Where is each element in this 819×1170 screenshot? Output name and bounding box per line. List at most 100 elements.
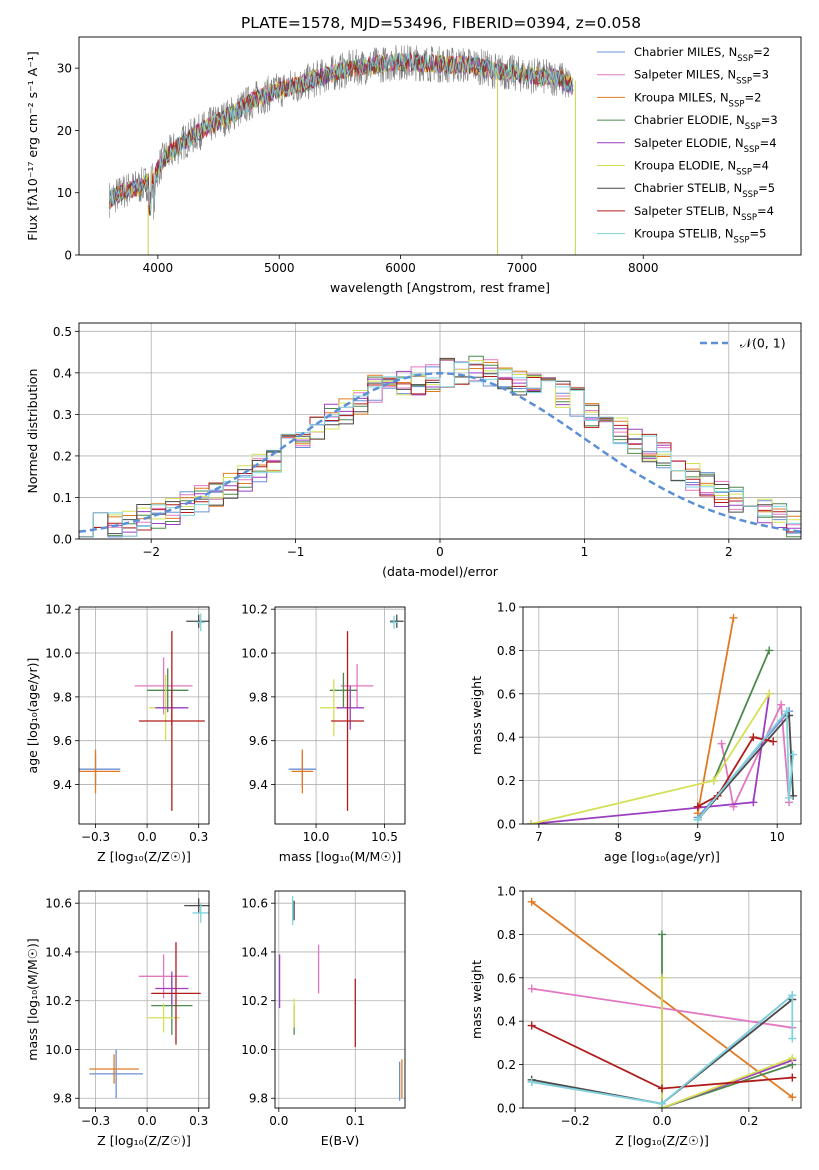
y-tick-label: 10.2 <box>241 994 268 1008</box>
y-tick-label: 0.0 <box>53 533 72 547</box>
error-bar-point <box>155 971 189 1006</box>
x-tick-label: −2 <box>142 545 160 559</box>
x-axis-label: wavelength [Angstrom, rest frame] <box>330 280 550 295</box>
legend-label: Kroupa ELODIE, NSSP=4 <box>634 159 769 178</box>
weight-marker <box>658 930 666 939</box>
legend-label: Kroupa MILES, NSSP=2 <box>634 90 761 109</box>
weight-marker <box>693 802 702 811</box>
weight-line <box>712 650 771 781</box>
error-bar-point <box>89 1054 139 1084</box>
y-tick-label: 0.1 <box>53 491 72 505</box>
y-tick-label: 9.8 <box>249 690 268 704</box>
legend: Chabrier MILES, NSSP=2 Salpeter MILES, NS… <box>597 45 778 246</box>
axes-frame <box>522 890 802 1109</box>
x-tick-label: 7 <box>535 830 543 844</box>
y-tick-label: 1.0 <box>497 601 516 615</box>
y-tick-label: 0.8 <box>497 928 516 942</box>
y-tick-label: 9.8 <box>53 690 72 704</box>
x-tick-label: 0.3 <box>189 830 208 844</box>
weight-marker <box>782 707 791 716</box>
weight-marker <box>765 689 774 698</box>
plot-area <box>527 897 797 1108</box>
weight-marker <box>749 798 758 807</box>
panel-spectrum: 4000 5000 6000 7000 8000 0 10 20 30 wavelength [A… <box>25 36 802 295</box>
weight-marker <box>658 1084 666 1093</box>
weight-marker <box>527 897 536 906</box>
x-tick-label: 8 <box>614 830 622 844</box>
y-tick-label: 0.2 <box>497 774 516 788</box>
panel-weight-vs-Z: −0.2 0.0 0.2 0.0 0.2 0.4 0.6 0.8 1.0 Z [log₁₀(Z/Z… <box>469 885 802 1148</box>
panel-age-vs-Z: −0.3 0.0 0.3 9.4 9.6 9.8 10.0 10.2 Z [log₁₀(Z/Z☉… <box>25 603 210 864</box>
x-tick-label: 1 <box>581 545 589 559</box>
y-tick-label: 0.5 <box>53 325 72 339</box>
weight-marker <box>527 984 536 993</box>
x-tick-label: 10 <box>770 830 785 844</box>
y-tick-label: 0.0 <box>497 818 516 832</box>
weight-marker <box>765 646 774 655</box>
weight-marker <box>527 1077 536 1086</box>
weight-marker <box>709 776 718 785</box>
y-tick-label: 9.8 <box>53 1092 72 1106</box>
x-tick-label: −0.3 <box>81 1114 110 1128</box>
x-tick-label: 0.0 <box>269 1114 288 1128</box>
y-axis-label: age [log₁₀(age/yr)] <box>25 658 40 774</box>
y-tick-label: 10.4 <box>45 945 72 959</box>
y-tick-label: 9.6 <box>53 734 72 748</box>
y-tick-label: 9.8 <box>249 1092 268 1106</box>
weight-marker <box>785 793 794 802</box>
x-tick-label: 2 <box>725 545 733 559</box>
panel-mass-vs-Z: −0.3 0.0 0.3 9.8 10.0 10.2 10.4 10.6 Z [log₁₀(Z/… <box>25 890 210 1148</box>
y-axis-label: Normed distribution <box>25 369 40 494</box>
y-tick-label: 10.4 <box>241 945 268 959</box>
error-bar-point <box>147 1003 181 1033</box>
weight-line <box>530 693 771 824</box>
weight-marker <box>788 1034 797 1043</box>
weight-marker <box>788 1093 797 1102</box>
y-tick-label: 0.2 <box>53 449 72 463</box>
weight-marker <box>749 733 758 742</box>
y-tick-label: 10.2 <box>45 994 72 1008</box>
legend-label: Salpeter STELIB, NSSP=4 <box>634 204 774 223</box>
x-tick-label: 0 <box>436 545 444 559</box>
y-tick-label: 10.0 <box>241 647 268 661</box>
x-axis-label: Z [log₁₀(Z/Z☉)] <box>97 1133 191 1148</box>
error-bar-point <box>138 954 189 999</box>
y-tick-label: 9.4 <box>249 778 268 792</box>
y-tick-label: 10.2 <box>241 603 268 617</box>
weight-marker <box>717 739 726 748</box>
y-tick-label: 10.0 <box>45 647 72 661</box>
legend-label: Salpeter MILES, NSSP=3 <box>634 68 769 87</box>
histogram-step <box>79 362 801 538</box>
y-tick-label: 0.4 <box>497 1015 516 1029</box>
y-tick-label: 0.6 <box>497 687 516 701</box>
weight-marker <box>769 737 778 746</box>
weight-marker <box>788 1054 797 1063</box>
error-bar-point <box>196 613 205 632</box>
x-tick-label: 0.0 <box>652 1114 671 1128</box>
x-tick-label: 6000 <box>385 261 416 275</box>
error-bar-point <box>184 898 209 913</box>
legend: 𝒩(0, 1) <box>700 336 786 351</box>
error-bar-point <box>186 614 209 628</box>
x-tick-label: −0.2 <box>561 1114 590 1128</box>
legend-label: Chabrier MILES, NSSP=2 <box>634 45 770 64</box>
x-axis-label: Z [log₁₀(Z/Z☉)] <box>97 849 191 864</box>
weight-line <box>720 701 790 810</box>
legend-label: Chabrier STELIB, NSSP=5 <box>634 181 775 200</box>
axes-frame <box>78 322 802 540</box>
plot-area <box>278 895 403 1101</box>
error-bar-point <box>192 903 209 923</box>
normal-reference-curve <box>79 372 801 533</box>
weight-marker <box>729 613 738 622</box>
error-bar-point <box>331 631 364 811</box>
legend-label: Salpeter ELODIE, NSSP=4 <box>634 136 777 155</box>
axes-frame <box>78 890 210 1109</box>
axes-frame <box>274 890 406 1109</box>
error-bar-point <box>138 631 205 811</box>
y-tick-label: 1.0 <box>497 885 516 899</box>
error-bar-point <box>389 615 399 629</box>
legend-label: Kroupa STELIB, NSSP=5 <box>634 227 766 246</box>
y-tick-label: 30 <box>57 62 72 76</box>
plot-area <box>526 613 798 824</box>
